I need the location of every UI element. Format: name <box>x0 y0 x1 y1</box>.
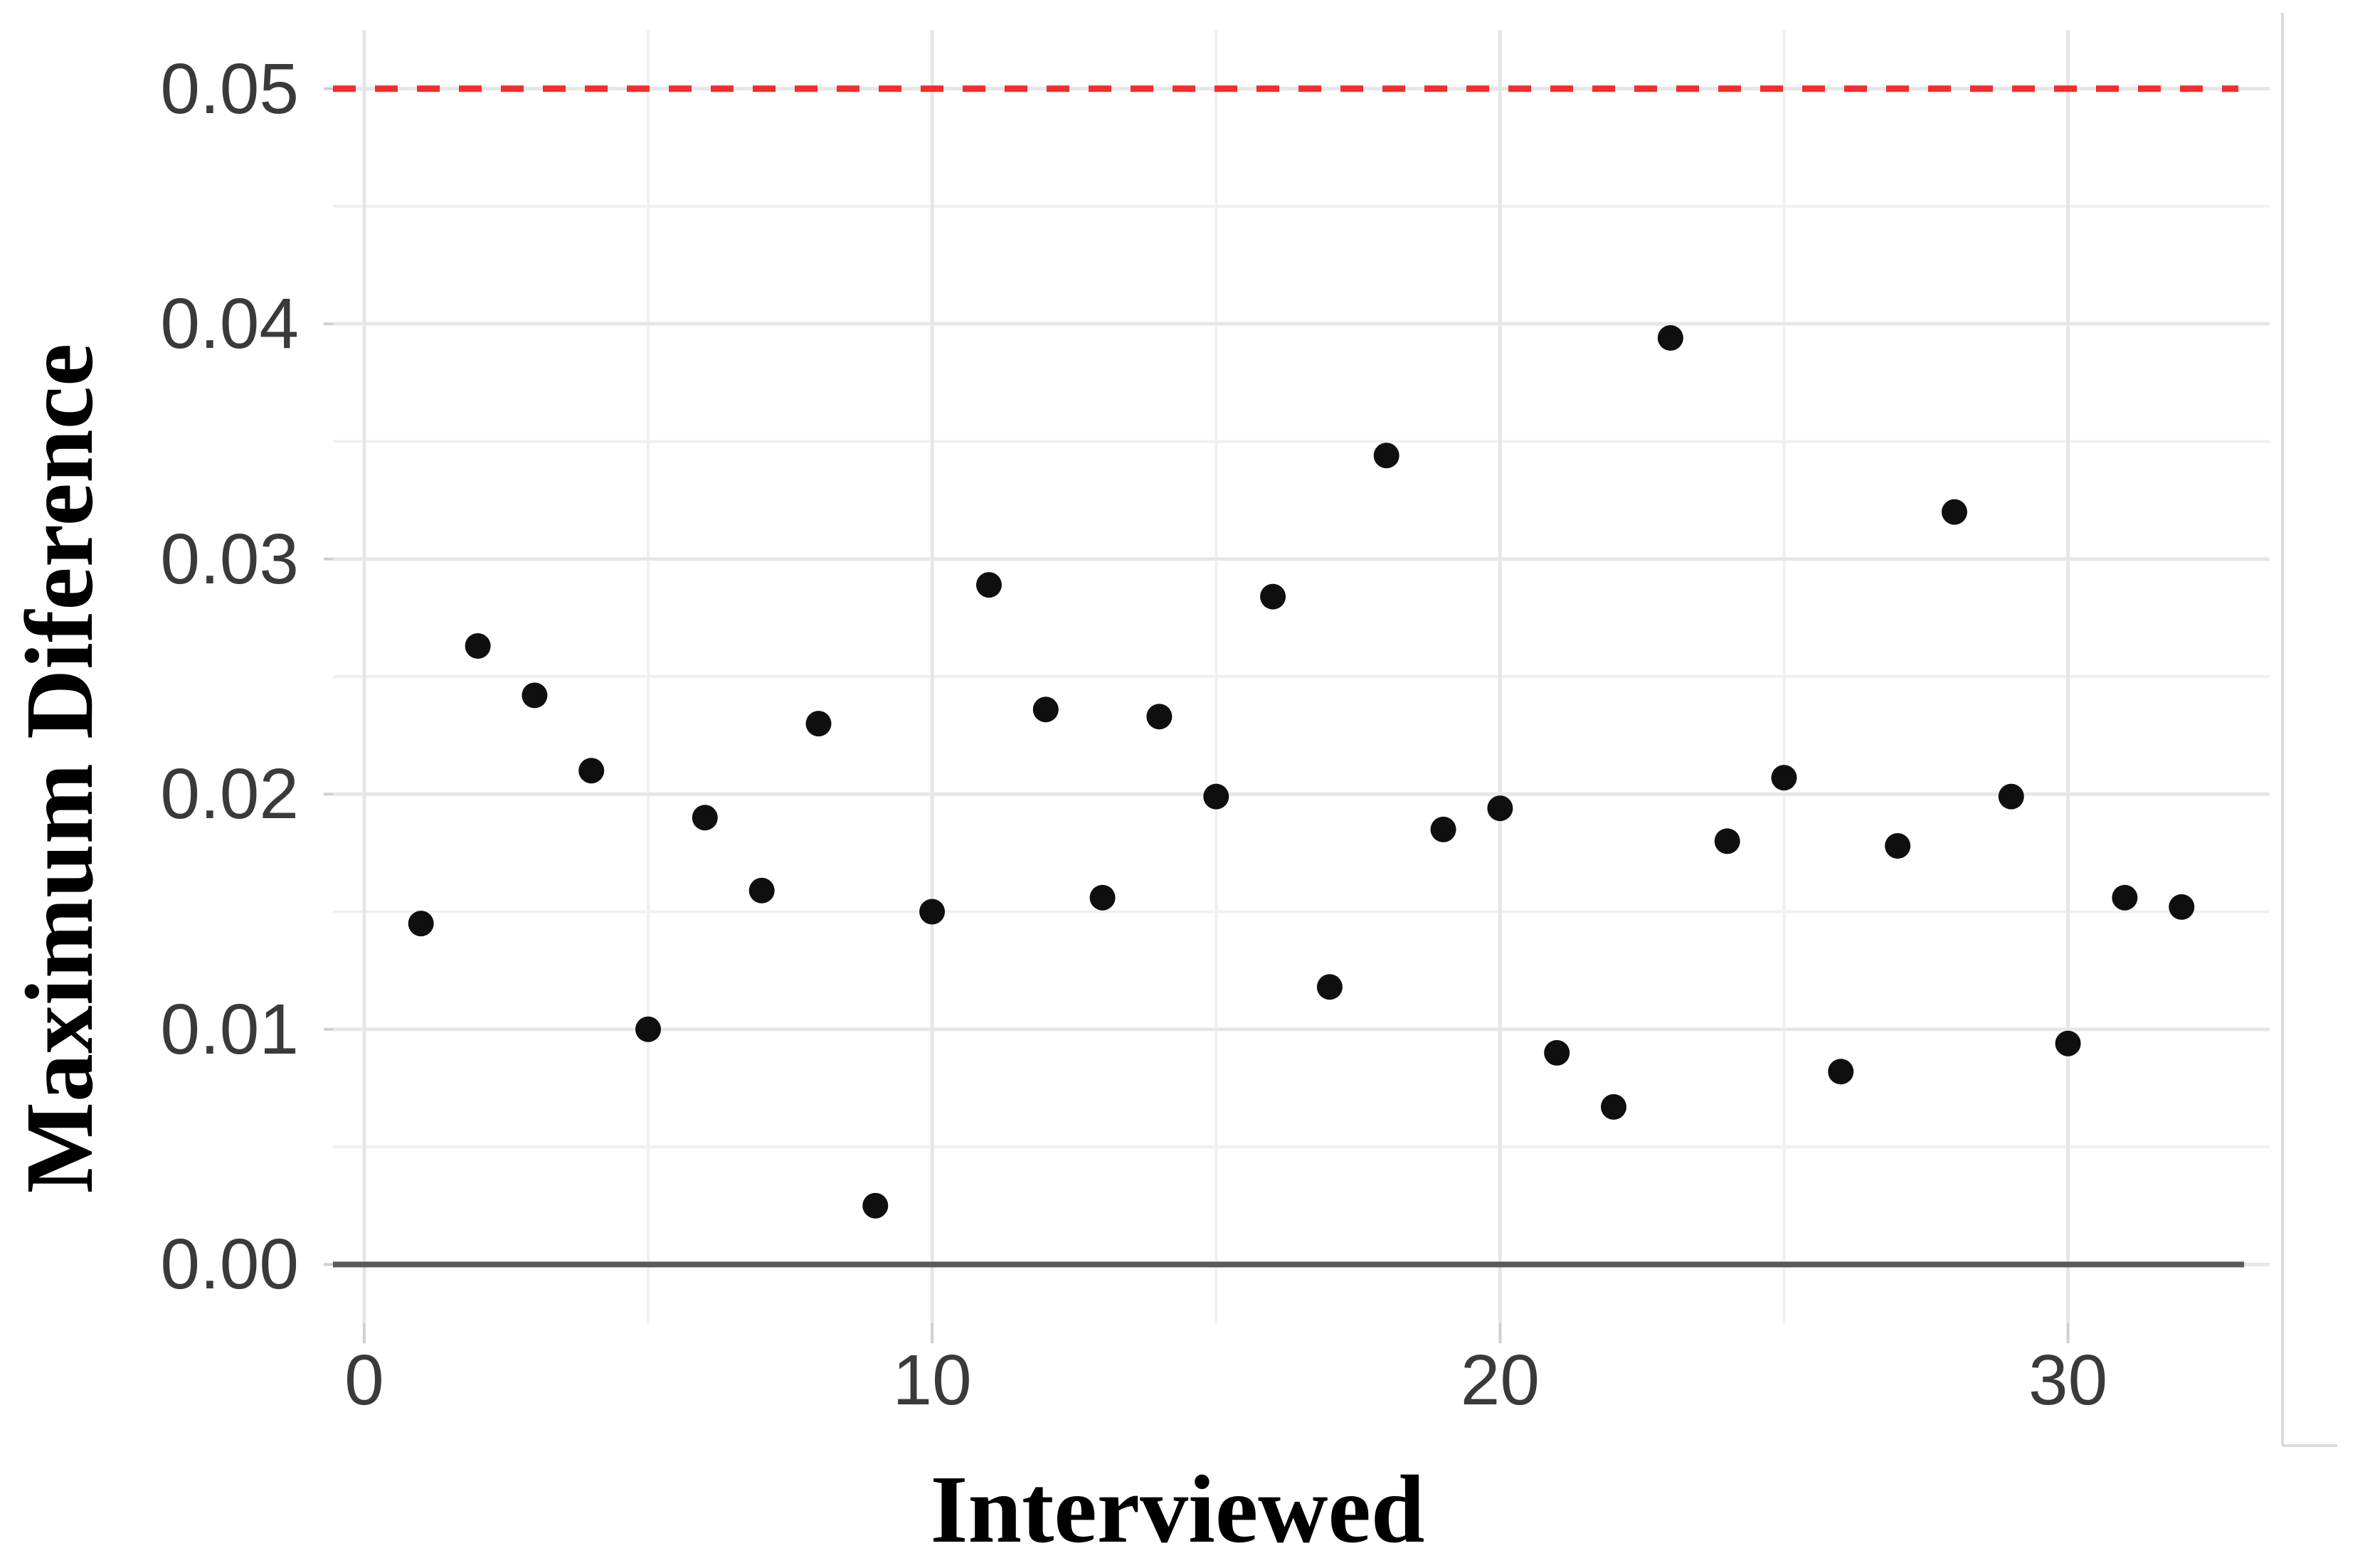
data-point <box>1316 974 1343 1000</box>
x-axis-tick-label: 10 <box>892 1340 972 1420</box>
data-point <box>635 1016 661 1042</box>
x-axis-tick-label: 30 <box>2028 1340 2108 1420</box>
data-point <box>408 911 434 937</box>
data-point <box>1657 325 1683 351</box>
data-point <box>1828 1059 1854 1085</box>
data-point <box>1771 765 1797 791</box>
data-point <box>1260 583 1286 610</box>
data-point <box>976 572 1002 598</box>
y-axis-tick-label: 0.03 <box>160 519 299 599</box>
data-point <box>1430 816 1456 842</box>
y-axis-tick-label: 0.02 <box>160 754 299 835</box>
data-point <box>522 682 548 709</box>
y-axis-tick-label: 0.04 <box>160 284 299 364</box>
data-point <box>1146 704 1173 730</box>
data-point <box>1942 499 1967 525</box>
y-axis-tick-label: 0.01 <box>160 989 299 1069</box>
data-point <box>1714 828 1740 854</box>
x-axis-tick-label: 0 <box>344 1340 384 1420</box>
data-point <box>1601 1093 1626 1120</box>
x-axis-tick-label: 20 <box>1460 1340 1540 1420</box>
data-point <box>692 805 718 831</box>
data-point <box>1373 443 1399 469</box>
data-point <box>1032 696 1059 723</box>
data-point <box>805 711 832 737</box>
x-axis-title: Interviewed <box>930 1456 1425 1563</box>
y-axis-tick-label: 0.05 <box>160 48 299 129</box>
data-point <box>2169 894 2195 920</box>
data-point <box>1203 783 1229 810</box>
data-point <box>1089 884 1116 911</box>
data-point <box>1998 783 2024 810</box>
data-point <box>1487 795 1513 822</box>
y-axis-tick-label: 0.00 <box>160 1224 299 1305</box>
data-point <box>465 633 491 659</box>
data-point <box>2055 1030 2081 1056</box>
data-point <box>1885 833 1911 859</box>
data-point <box>2112 884 2138 911</box>
data-point <box>748 877 775 904</box>
data-point <box>1544 1039 1570 1066</box>
data-point <box>919 899 946 925</box>
data-point <box>578 758 605 784</box>
data-point <box>862 1192 889 1219</box>
